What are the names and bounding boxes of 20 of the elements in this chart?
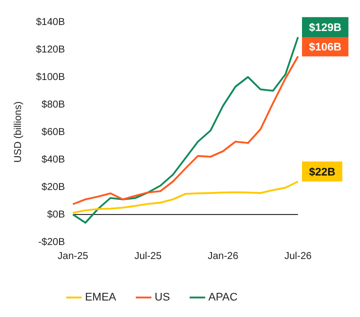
x-tick-label: Jan-26 <box>208 250 239 262</box>
y-tick-label: $80B <box>42 99 66 110</box>
y-tick-label: -$20B <box>38 236 66 248</box>
text: $22B <box>309 166 336 179</box>
legend-label: APAC <box>208 292 238 304</box>
y-tick-label: $40B <box>42 154 66 166</box>
y-tick-label: $100B <box>36 72 66 83</box>
y-tick-label: $0B <box>47 209 66 220</box>
x-tick-label: Jul-26 <box>284 250 312 262</box>
x-tick-label: Jan-25 <box>58 250 89 262</box>
legend-label: US <box>154 292 170 304</box>
x-tick-label: Jul-25 <box>134 250 162 262</box>
text: $129B <box>308 22 342 34</box>
y-tick-label: $60B <box>42 126 66 138</box>
y-tick-label: $140B <box>36 16 66 28</box>
legend-label: EMEA <box>84 292 117 304</box>
text: $106B <box>308 41 342 54</box>
y-axis-title: USD (billions) <box>12 101 24 163</box>
y-tick-label: $20B <box>42 182 66 193</box>
y-tick-label: $120B <box>36 44 66 56</box>
